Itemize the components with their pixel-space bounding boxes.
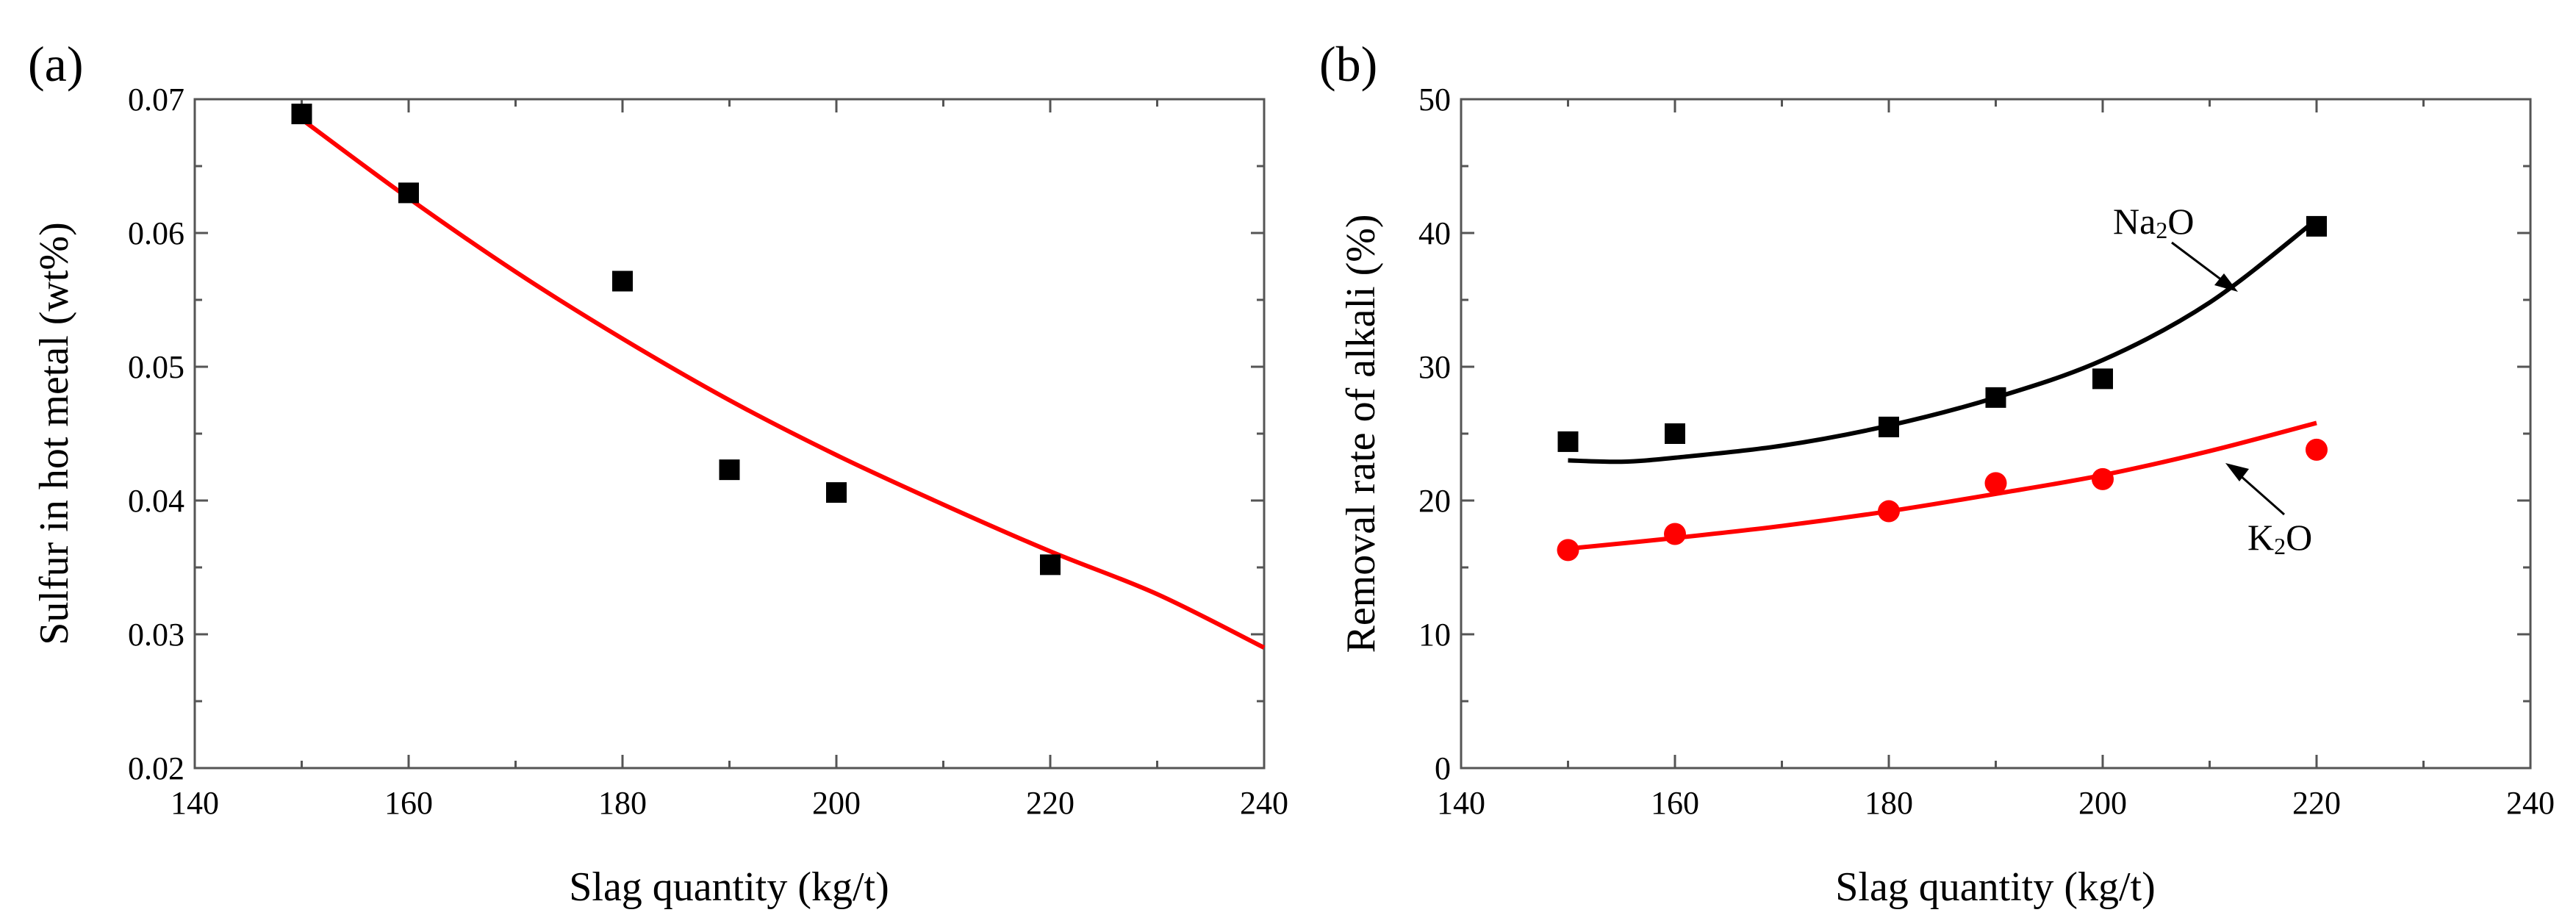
panel-b-x-tick-label: 180 bbox=[1865, 785, 1913, 821]
panel-a-fit-curves bbox=[300, 117, 1266, 650]
panel-b-data-point bbox=[2092, 368, 2113, 390]
panel-b-y-tick-label: 30 bbox=[1418, 349, 1451, 385]
panel-b-ticks: 140 160 180 200 220 240 0 10 20 30 40 50 bbox=[1418, 82, 2555, 821]
panel-b-data-point bbox=[2306, 438, 2328, 461]
panel-b-y-tick-label: 0 bbox=[1435, 750, 1451, 786]
k2o-arrowhead bbox=[2225, 463, 2249, 481]
panel-a-x-tick-label: 160 bbox=[384, 785, 433, 821]
k2o-annotation-arrow bbox=[2234, 469, 2285, 516]
panel-b-x-tick-label: 200 bbox=[2078, 785, 2127, 821]
panel-b-data-point bbox=[2092, 467, 2114, 490]
panel-b-data-point bbox=[1879, 416, 1899, 437]
panel-a-x-tick-label: 240 bbox=[1240, 785, 1288, 821]
panel-a-y-tick-label: 0.05 bbox=[128, 349, 184, 385]
na2o-arrowhead bbox=[2214, 273, 2238, 292]
panel-a-ticks: 140 160 180 200 220 240 0.02 0.03 0.04 0.05 0.06 0.… bbox=[128, 82, 1288, 821]
panel-a-data-points bbox=[291, 104, 1061, 575]
panel-b-label: (b) bbox=[1319, 36, 1377, 92]
panel-a-y-tick-label: 0.04 bbox=[128, 483, 184, 519]
panel-a-data-point bbox=[612, 270, 633, 292]
panel-b-data-point bbox=[2306, 215, 2327, 237]
panel-a-data-point bbox=[291, 104, 312, 125]
panel-b-y-tick-label: 20 bbox=[1418, 483, 1451, 519]
panel-b-data-point bbox=[1557, 539, 1579, 562]
panel-a-y-tick-label: 0.03 bbox=[128, 617, 184, 653]
panel-b-x-tick-label: 220 bbox=[2292, 785, 2341, 821]
panel-b-data-point bbox=[1984, 472, 2007, 495]
panel-b-y-axis-title: Removal rate of alkali (%) bbox=[1338, 214, 1384, 653]
panel-b-data-point bbox=[1557, 431, 1579, 452]
panel-b-fit-curve bbox=[1568, 420, 2317, 551]
panel-b-x-tick-label: 160 bbox=[1651, 785, 1699, 821]
panel-a-fit-curve bbox=[300, 117, 1266, 650]
panel-a-x-tick-label: 200 bbox=[812, 785, 861, 821]
panel-a-data-point bbox=[826, 482, 847, 503]
panel-b-data-point bbox=[1664, 523, 1686, 545]
panel-a: (a) 140 160 180 200 220 240 0.02 0.03 0.04 0.05 0.… bbox=[28, 36, 1288, 910]
panel-a-data-point bbox=[719, 459, 740, 481]
panel-a-y-tick-label: 0.06 bbox=[128, 215, 184, 251]
panel-b-fit-curves bbox=[1568, 218, 2318, 551]
panel-b-data-points bbox=[1557, 215, 2328, 562]
panel-b-y-tick-label: 10 bbox=[1418, 617, 1451, 653]
panel-a-label: (a) bbox=[28, 36, 83, 92]
panel-b-x-axis-title: Slag quantity (kg/t) bbox=[1835, 864, 2156, 910]
panel-b-y-tick-label: 50 bbox=[1418, 82, 1451, 118]
panel-b-x-tick-label: 140 bbox=[1437, 785, 1485, 821]
panel-b-plot-frame bbox=[1460, 98, 2532, 770]
panel-a-x-axis-title: Slag quantity (kg/t) bbox=[569, 864, 889, 910]
panel-a-data-point bbox=[398, 182, 419, 204]
na2o-annotation: Na2O bbox=[2113, 201, 2194, 243]
panel-a-data-point bbox=[1040, 554, 1061, 575]
panel-b-data-point bbox=[1878, 500, 1900, 523]
panel-a-x-tick-label: 140 bbox=[171, 785, 219, 821]
panel-b-x-tick-label: 240 bbox=[2506, 785, 2555, 821]
k2o-annotation: K2O bbox=[2247, 517, 2312, 559]
panel-b-data-point bbox=[1665, 423, 1685, 444]
panel-b-fit-curve bbox=[1568, 218, 2318, 465]
panel-a-y-axis-title: Sulfur in hot metal (wt%) bbox=[32, 222, 77, 645]
panel-a-x-tick-label: 180 bbox=[598, 785, 647, 821]
panel-a-y-tick-label: 0.07 bbox=[128, 82, 184, 118]
panel-a-y-tick-label: 0.02 bbox=[128, 750, 184, 786]
panel-a-x-tick-label: 220 bbox=[1026, 785, 1074, 821]
panel-a-plot-frame bbox=[193, 98, 1266, 770]
panel-b-data-point bbox=[1985, 387, 2006, 408]
panel-b: (b) 140 160 180 200 220 240 0 10 20 30 40 50 Na2O K… bbox=[1319, 36, 2555, 910]
panel-b-y-tick-label: 40 bbox=[1418, 215, 1451, 251]
